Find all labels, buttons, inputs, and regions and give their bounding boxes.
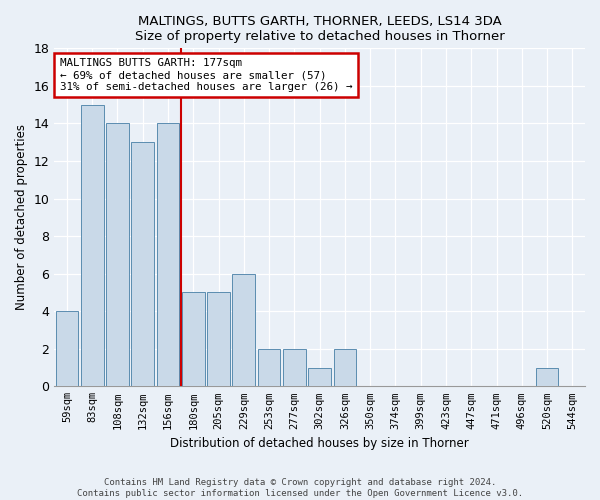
Bar: [131, 142, 154, 386]
Bar: [232, 274, 255, 386]
Text: MALTINGS BUTTS GARTH: 177sqm
← 69% of detached houses are smaller (57)
31% of se: MALTINGS BUTTS GARTH: 177sqm ← 69% of de…: [59, 58, 352, 92]
Bar: [182, 292, 205, 386]
Y-axis label: Number of detached properties: Number of detached properties: [15, 124, 28, 310]
Bar: [334, 349, 356, 387]
Bar: [308, 368, 331, 386]
X-axis label: Distribution of detached houses by size in Thorner: Distribution of detached houses by size …: [170, 437, 469, 450]
Title: MALTINGS, BUTTS GARTH, THORNER, LEEDS, LS14 3DA
Size of property relative to det: MALTINGS, BUTTS GARTH, THORNER, LEEDS, L…: [135, 15, 505, 43]
Text: Contains HM Land Registry data © Crown copyright and database right 2024.
Contai: Contains HM Land Registry data © Crown c…: [77, 478, 523, 498]
Bar: [283, 349, 306, 387]
Bar: [81, 104, 104, 386]
Bar: [536, 368, 559, 386]
Bar: [106, 124, 129, 386]
Bar: [56, 311, 78, 386]
Bar: [258, 349, 280, 387]
Bar: [207, 292, 230, 386]
Bar: [157, 124, 179, 386]
